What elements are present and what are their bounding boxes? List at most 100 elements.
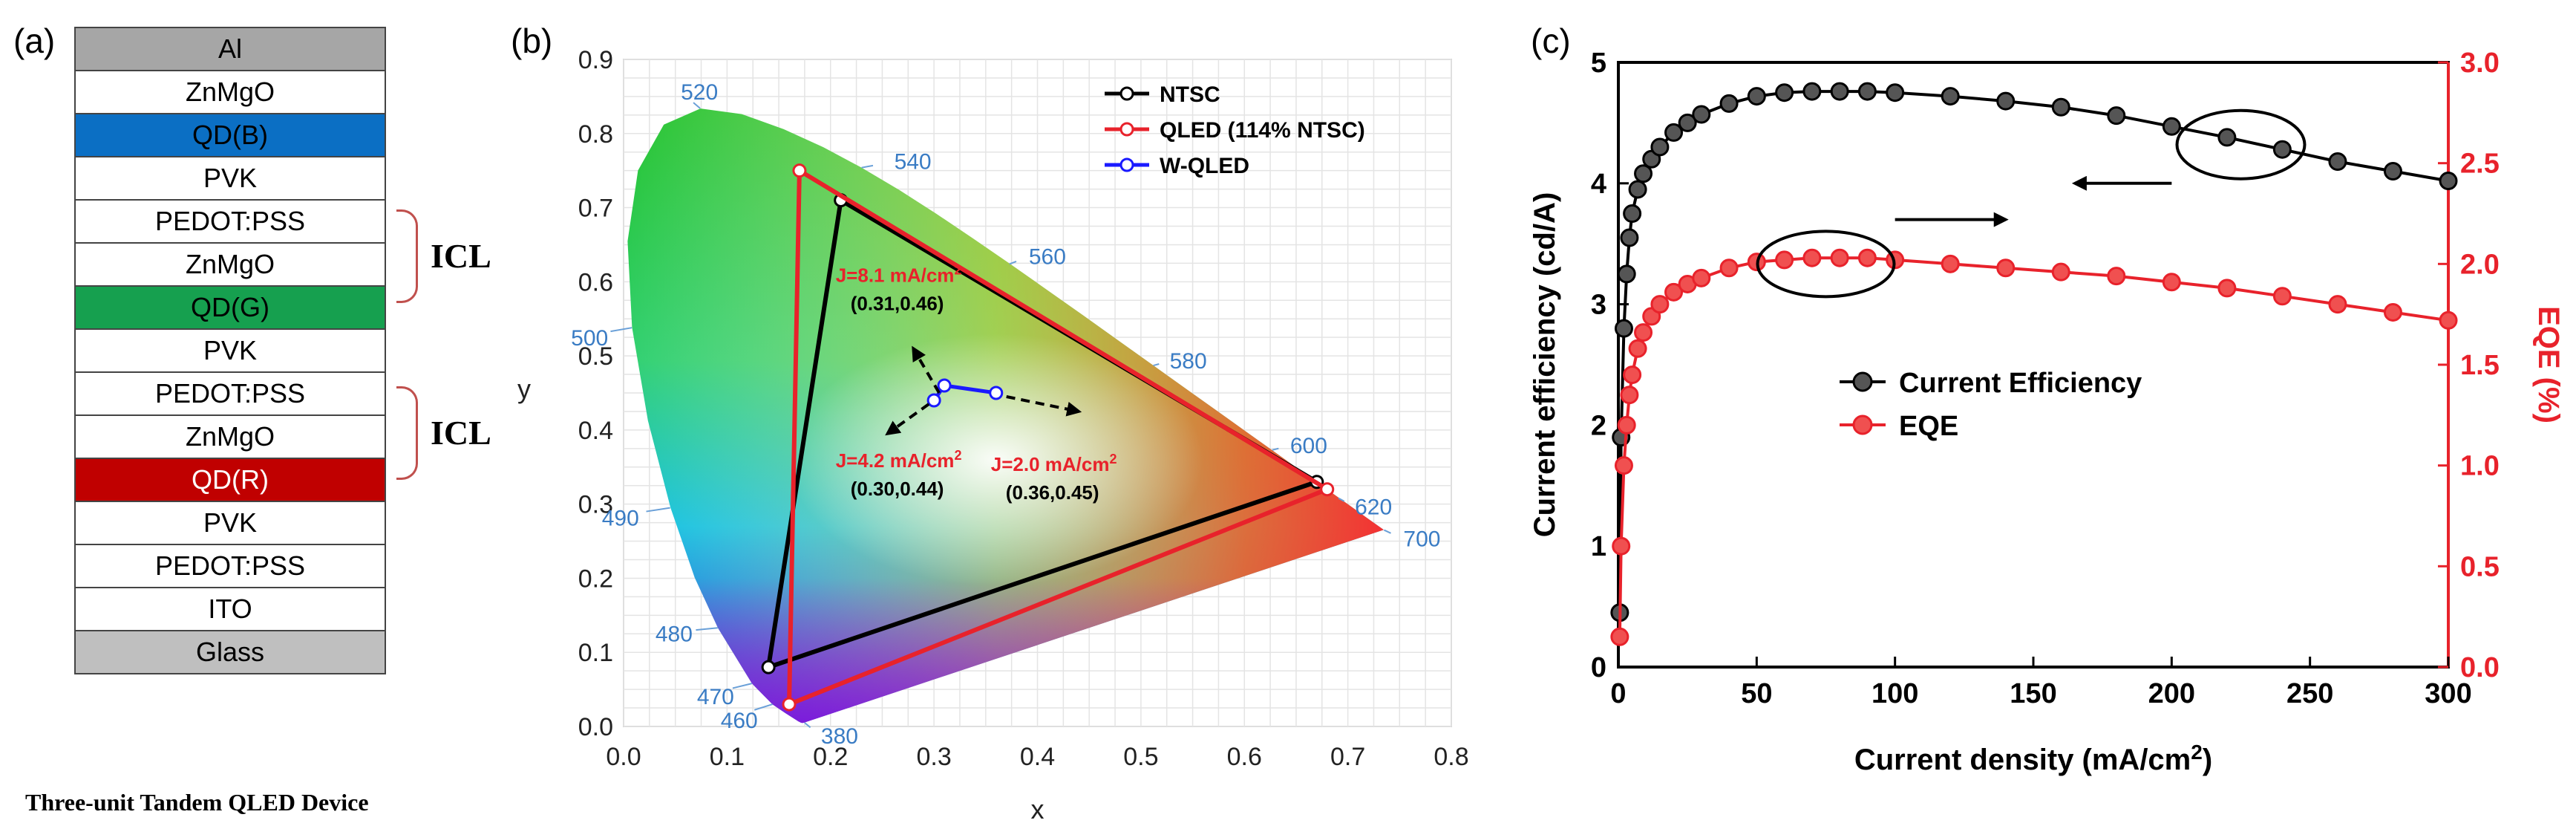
eff-series-point <box>2051 262 2070 282</box>
cie-wavelength-tick <box>1338 497 1345 502</box>
eff-series-point <box>1678 113 1697 132</box>
cie-x-tick-label: 0.1 <box>710 743 745 771</box>
eff-y2-tick-label: 1.5 <box>2460 350 2500 381</box>
eff-series-line <box>1618 90 2449 613</box>
device-layer: QD(G) <box>74 285 386 330</box>
cie-point <box>926 393 941 408</box>
icl-bracket-bottom <box>396 386 418 480</box>
cie-gamut-1 <box>786 166 1333 708</box>
cie-point <box>1320 482 1335 497</box>
cie-wavelength-label: 560 <box>1029 244 1066 269</box>
eff-ellipse-eqe <box>1756 230 1896 299</box>
eff-y-axis-label: Current efficiency (cd/A) <box>1529 192 1561 538</box>
eff-series-point <box>1692 105 1711 124</box>
cie-point <box>937 378 952 393</box>
eff-series-point <box>1941 87 1960 106</box>
cie-annotation-sup: 2 <box>1110 452 1117 466</box>
panel-label-b: (b) <box>511 22 553 60</box>
cie-y-tick-label: 0.8 <box>578 120 613 149</box>
cie-x-tick-label: 0.0 <box>606 743 641 771</box>
eff-series-point <box>1747 87 1766 106</box>
eff-series-point <box>1857 82 1877 101</box>
cie-x-tick-label: 0.3 <box>916 743 951 771</box>
cie-y-tick-label: 0.4 <box>578 417 613 445</box>
cie-point <box>782 697 797 712</box>
device-layer: QD(R) <box>74 458 386 502</box>
cie-legend-label: QLED (114% NTSC) <box>1160 118 1365 143</box>
cie-wavelength-label: 520 <box>681 80 718 105</box>
eff-series-point <box>1719 94 1739 113</box>
cie-x-tick-label: 0.5 <box>1123 743 1158 771</box>
eff-series-point <box>2328 295 2347 314</box>
icl-label-top: ICL <box>431 237 491 275</box>
icl-label-bottom: ICL <box>431 414 491 452</box>
cie-y-tick-label: 0.2 <box>578 565 613 593</box>
cie-wavelength-label: 620 <box>1355 495 1392 520</box>
eff-x-tick-label: 200 <box>2148 678 2195 709</box>
cie-wavelength-tick <box>1009 260 1017 265</box>
cie-wavelength-label: 490 <box>602 507 639 531</box>
cie-y-tick-label: 0.3 <box>578 491 613 519</box>
eff-series-point <box>2217 279 2237 298</box>
cie-x-axis-label: x <box>1031 794 1045 825</box>
cie-annotation-arrow <box>885 403 930 436</box>
cie-y-tick-label: 0.5 <box>578 342 613 371</box>
cie-wavelength-label: 380 <box>821 724 858 749</box>
eff-x-axis-label-end: ) <box>2203 744 2212 776</box>
eff-legend-marker <box>1852 414 1873 435</box>
cie-wavelength-tick <box>1272 447 1279 451</box>
eff-series-point <box>2107 267 2126 286</box>
eff-ellipse-ce <box>2175 108 2307 181</box>
eff-series-point <box>1617 264 1636 284</box>
eff-series-point <box>2162 273 2181 292</box>
cie-point <box>761 660 776 674</box>
device-layer: PEDOT:PSS <box>74 371 386 416</box>
cie-wavelength-tick <box>646 507 670 513</box>
eff-series-point <box>1650 295 1670 314</box>
cie-wavelength-label: 460 <box>721 709 758 733</box>
cie-legend-marker <box>1119 157 1134 172</box>
cie-wavelength-tick <box>693 102 701 109</box>
eff-x-axis-label: Current density (mA/cm2) <box>1854 741 2212 776</box>
panel-label-c: (c) <box>1531 22 1571 60</box>
cie-wavelength-tick <box>1383 529 1391 534</box>
eff-series-point <box>1802 82 1822 101</box>
eff-series-point <box>1830 82 1849 101</box>
device-caption: Three-unit Tandem QLED Device <box>25 789 369 816</box>
eff-y2-tick-label: 3.0 <box>2460 48 2500 79</box>
device-layer-stack: Al ZnMgO QD(B) PVK PEDOT:PSS ZnMgO QD(G) PVK PED… <box>74 27 386 674</box>
eff-y-tick-label: 5 <box>1591 48 1606 79</box>
efficiency-series <box>1610 82 2458 646</box>
cie-annotation-j: J=8.1 mA/cm2 <box>836 262 962 286</box>
eff-y2-tick-label: 0.0 <box>2460 652 2500 683</box>
eff-x-axis-label-sup: 2 <box>2191 741 2203 764</box>
eff-x-tick-label: 150 <box>2010 678 2056 709</box>
cie-wavelength-label: 480 <box>656 622 693 646</box>
eff-series-point <box>2217 128 2237 147</box>
cie-annotation-j: J=4.2 mA/cm2 <box>836 448 962 472</box>
eff-series-point <box>1941 254 1960 273</box>
cie-legend-label: W-QLED <box>1160 154 1249 178</box>
eff-series-point <box>1886 83 1905 103</box>
eff-y-tick-label: 3 <box>1591 290 1606 321</box>
cie-legend-marker <box>1119 86 1134 101</box>
cie-annotations: J=8.1 mA/cm2 (0.31,0.46) J=4.2 mA/cm2 (0.30… <box>836 262 1117 503</box>
cie-wavelength-label: 500 <box>571 326 608 351</box>
cie-x-tick-label: 0.4 <box>1020 743 1055 771</box>
cie-wavelength-tick <box>753 703 773 711</box>
eff-y2-tick-label: 1.0 <box>2460 451 2500 482</box>
eff-series-point <box>1623 204 1642 223</box>
eff-series-point <box>2272 287 2292 306</box>
eff-series-point <box>1692 268 1711 287</box>
eff-frame <box>1617 61 2450 669</box>
eff-series-point <box>1628 180 1647 199</box>
eff-legend-label: EQE <box>1899 411 1958 442</box>
cie-y-tick-label: 0.9 <box>578 46 613 74</box>
cie-x-tick-label: 0.7 <box>1330 743 1365 771</box>
cie-annotation-coord: (0.36,0.45) <box>1006 481 1099 504</box>
eff-series-point <box>1802 248 1822 267</box>
cie-annotation-j: J=2.0 mA/cm2 <box>991 452 1117 475</box>
eff-y-tick-label: 2 <box>1591 410 1606 441</box>
cie-annotation-arrow <box>1006 395 1082 417</box>
eff-series-point <box>1775 250 1794 270</box>
